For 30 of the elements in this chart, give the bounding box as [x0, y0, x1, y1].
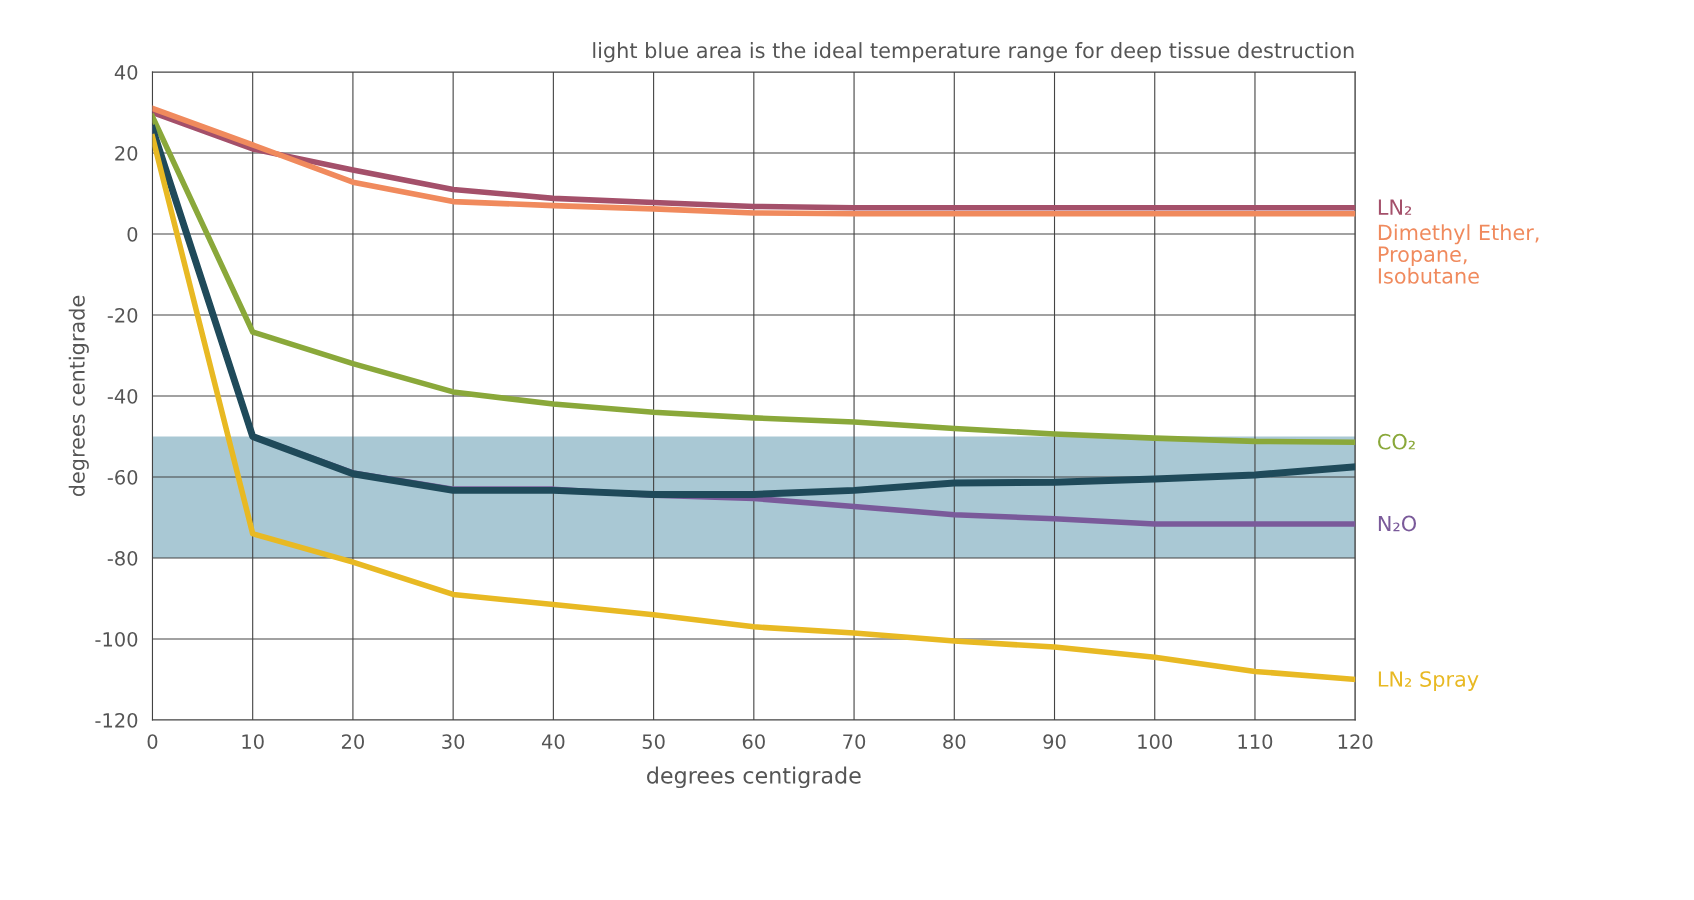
text: light blue area is the ideal temperature range for deep tissue destruction: [593, 42, 1354, 63]
x-tick-label: 0: [147, 734, 158, 749]
y-tick-label: -120: [95, 712, 138, 728]
series-label: LN₂: [1378, 199, 1412, 215]
y-tick-label: -80: [107, 550, 138, 566]
series-label: N₂O: [1378, 515, 1417, 532]
series-label: CO₂: [1378, 433, 1415, 450]
y-tick-label: 20: [115, 145, 138, 161]
x-tick-label: 20: [341, 734, 364, 749]
series-label: LN₂ Spray: [1378, 671, 1479, 691]
x-tick-label: 60: [742, 734, 765, 749]
x-tick-label: 110: [1238, 734, 1273, 749]
y-tick-label: -100: [95, 631, 138, 647]
x-tick-label: 40: [541, 734, 565, 749]
y-tick-label: -20: [107, 307, 138, 323]
y-axis-title: degrees centigrade: [68, 295, 89, 497]
series-label: Dimethyl Ether, Propane, Isobutane: [1378, 224, 1539, 284]
x-tick-label: 100: [1138, 734, 1173, 749]
x-tick-label: 30: [442, 734, 465, 749]
x-tick-label: 10: [242, 734, 264, 749]
y-tick-label: 0: [127, 226, 138, 242]
x-tick-label: 90: [1043, 734, 1066, 749]
x-tick-label: 70: [843, 734, 866, 749]
y-tick-label: 40: [114, 64, 138, 80]
x-tick-label: 50: [642, 734, 665, 749]
y-tick-label: -40: [107, 388, 138, 404]
x-tick-label: 120: [1338, 734, 1373, 749]
x-axis-title: degrees centigrade: [647, 766, 861, 789]
x-tick-label: 80: [943, 734, 966, 749]
y-tick-label: -60: [107, 469, 138, 485]
